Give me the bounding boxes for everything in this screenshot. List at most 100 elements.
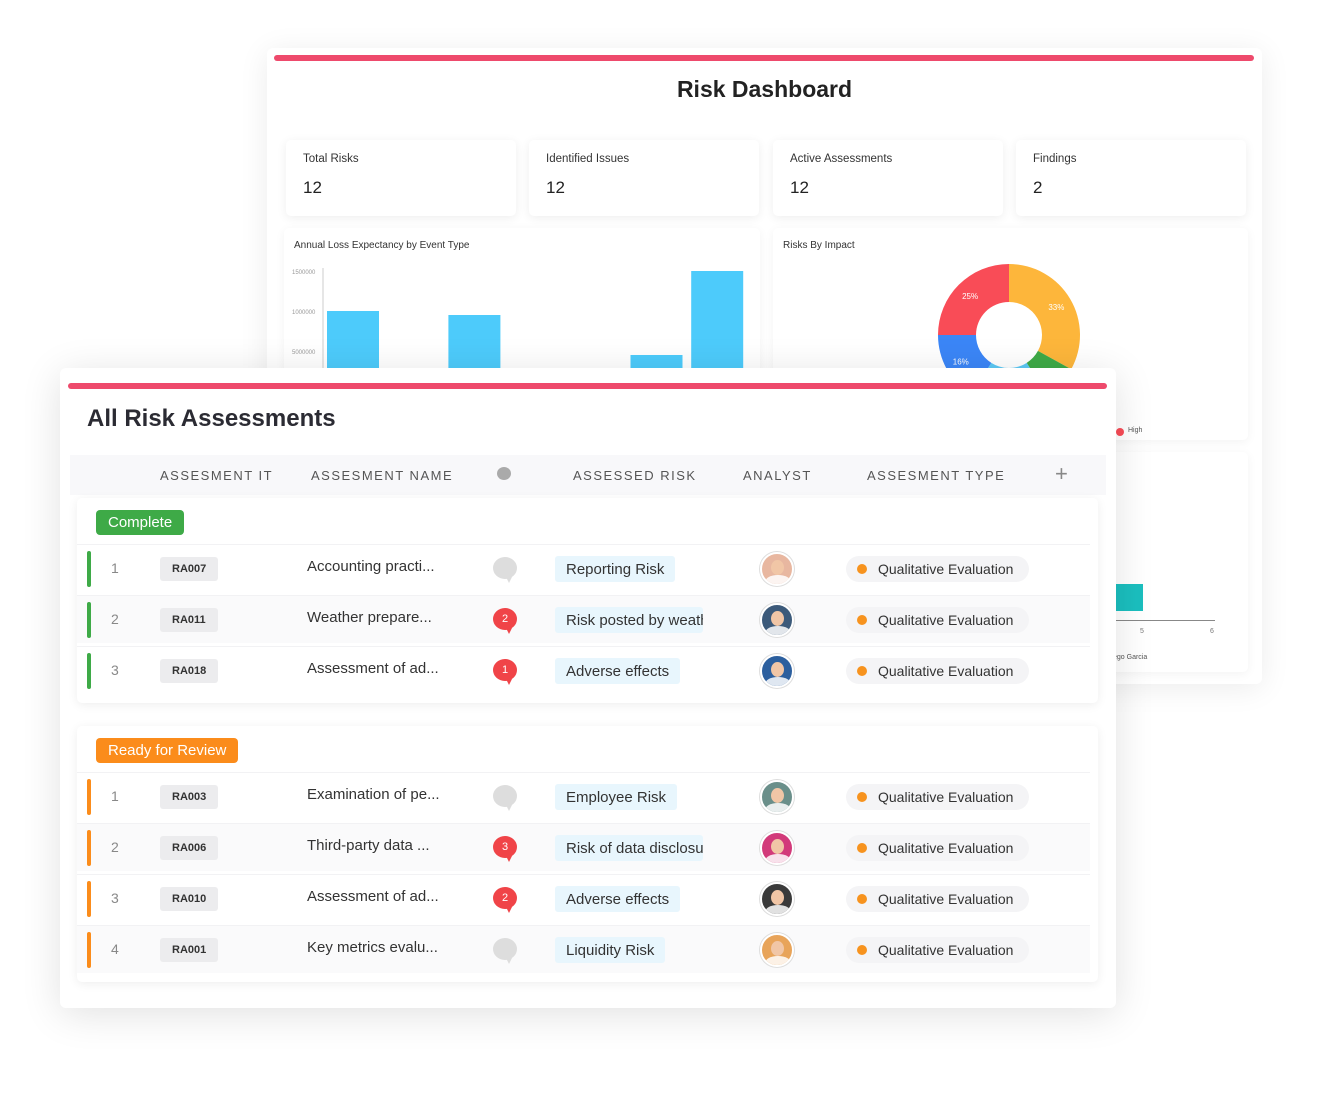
chart-bar [1113, 584, 1143, 611]
assessed-risk-tag: Adverse effects [555, 886, 681, 912]
comment-column-icon [497, 467, 511, 480]
row-number: 2 [111, 611, 119, 627]
comment-icon[interactable]: 3 [493, 836, 517, 862]
donut-slice [938, 264, 1009, 335]
row-number: 2 [111, 839, 119, 855]
table-row[interactable]: 1 RA003 Examination of pe... Employee Ri… [77, 772, 1090, 820]
comment-icon[interactable] [493, 785, 517, 811]
page-title: All Risk Assessments [87, 405, 336, 432]
assessment-name[interactable]: Key metrics evalu... [307, 939, 438, 956]
stat-label: Identified Issues [546, 153, 630, 165]
assessment-type: Qualitative Evaluation [878, 942, 1014, 958]
comment-icon[interactable] [493, 557, 517, 583]
table-header: ASSESMENT IT ASSESMENT NAME ASSESSED RIS… [70, 455, 1106, 495]
stat-label: Total Risks [303, 153, 359, 165]
assessed-risk-tag: Liquidity Risk [555, 937, 666, 963]
assessment-id: RA011 [160, 608, 218, 632]
legend-high-label: High [1128, 427, 1143, 434]
analyst-avatar[interactable] [760, 933, 794, 967]
assessed-risk-tag: Risk posted by weather [555, 607, 703, 633]
comment-icon[interactable]: 2 [493, 608, 517, 634]
y-tick-label: 1000000 [292, 310, 316, 316]
table-row[interactable]: 4 RA001 Key metrics evalu... Liquidity R… [77, 925, 1090, 973]
slice-label: 25% [962, 292, 978, 301]
assessment-name[interactable]: Assessment of ad... [307, 888, 439, 905]
assessment-type-pill: Qualitative Evaluation [846, 835, 1030, 861]
analyst-avatar[interactable] [760, 603, 794, 637]
comment-icon[interactable]: 1 [493, 659, 517, 685]
stat-value: 2 [1033, 178, 1043, 197]
assessment-name[interactable]: Third-party data ... [307, 837, 430, 854]
column-header-name[interactable]: ASSESMENT NAME [311, 468, 454, 483]
add-column-icon[interactable]: + [1055, 461, 1068, 486]
y-tick-label: 5000000 [292, 350, 316, 356]
assessment-name[interactable]: Assessment of ad... [307, 660, 439, 677]
assessment-type-pill: Qualitative Evaluation [846, 937, 1030, 963]
table-row[interactable]: 3 RA010 Assessment of ad... 2 Adverse ef… [77, 874, 1090, 922]
table-row[interactable]: 3 RA018 Assessment of ad... 1 Adverse ef… [77, 646, 1090, 694]
analyst-avatar[interactable] [760, 831, 794, 865]
assessment-type: Qualitative Evaluation [878, 840, 1014, 856]
status-color-bar [87, 653, 91, 689]
assessed-risk-tag: Reporting Risk [555, 556, 676, 582]
status-dot [857, 666, 867, 676]
assessed-risk-tag: Risk of data disclosure [555, 835, 703, 861]
row-number: 4 [111, 941, 119, 957]
analyst-avatar[interactable] [760, 882, 794, 916]
assessment-type-pill: Qualitative Evaluation [846, 886, 1030, 912]
column-header-type[interactable]: ASSESMENT TYPE [867, 468, 1006, 483]
assessment-id: RA010 [160, 887, 219, 911]
stat-card[interactable]: Total Risks 12 [286, 140, 516, 216]
analyst-avatar[interactable] [760, 780, 794, 814]
table-row[interactable]: 2 RA006 Third-party data ... 3 Risk of d… [77, 823, 1090, 871]
assessment-id: RA006 [160, 836, 219, 860]
dashboard-title: Risk Dashboard [676, 76, 853, 102]
stat-card[interactable]: Active Assessments 12 [773, 140, 1003, 216]
group-status-badge[interactable]: Ready for Review [96, 738, 239, 763]
y-tick-label: 1500000 [292, 270, 316, 276]
table-row[interactable]: 1 RA007 Accounting practi... Reporting R… [77, 544, 1090, 592]
assessment-type-pill: Qualitative Evaluation [846, 658, 1030, 684]
assessment-id: RA001 [160, 938, 219, 962]
assessment-type-pill: Qualitative Evaluation [846, 607, 1030, 633]
assessment-name[interactable]: Weather prepare... [307, 609, 432, 626]
row-number: 1 [111, 560, 119, 576]
assessment-type-pill: Qualitative Evaluation [846, 556, 1030, 582]
stat-value: 12 [546, 178, 565, 197]
analyst-avatar[interactable] [760, 552, 794, 586]
comment-icon[interactable] [493, 938, 517, 964]
group-status-badge[interactable]: Complete [96, 510, 185, 535]
stat-value: 12 [303, 178, 322, 197]
assessment-id: RA018 [160, 659, 219, 683]
stat-card[interactable]: Identified Issues 12 [529, 140, 759, 216]
status-color-bar [87, 881, 91, 917]
assessment-type: Qualitative Evaluation [878, 561, 1014, 577]
x-axis [1113, 620, 1215, 621]
stat-card[interactable]: Findings 2 [1016, 140, 1246, 216]
column-header-id[interactable]: ASSESMENT IT [160, 468, 274, 483]
chart-title: Annual Loss Expectancy by Event Type [294, 240, 470, 251]
row-number: 1 [111, 788, 119, 804]
stat-value: 12 [790, 178, 809, 197]
status-group: Ready for Review 1 RA003 Examination of … [77, 726, 1098, 982]
table-row[interactable]: 2 RA011 Weather prepare... 2 Risk posted… [77, 595, 1090, 643]
assessment-type: Qualitative Evaluation [878, 789, 1014, 805]
assessment-type-pill: Qualitative Evaluation [846, 784, 1030, 810]
status-dot [857, 945, 867, 955]
x-tick: 6 [1210, 628, 1214, 635]
analyst-avatar[interactable] [760, 654, 794, 688]
assessment-id: RA007 [160, 557, 219, 581]
slice-label: 33% [1048, 303, 1064, 312]
assessment-type: Qualitative Evaluation [878, 663, 1014, 679]
row-number: 3 [111, 890, 119, 906]
status-dot [857, 792, 867, 802]
assessment-name[interactable]: Accounting practi... [307, 558, 435, 575]
comment-icon[interactable]: 2 [493, 887, 517, 913]
column-header-risk[interactable]: ASSESSED RISK [573, 468, 697, 483]
column-header-analyst[interactable]: ANALYST [743, 468, 812, 483]
row-number: 3 [111, 662, 119, 678]
assessment-name[interactable]: Examination of pe... [307, 786, 440, 803]
status-color-bar [87, 932, 91, 968]
status-dot [857, 843, 867, 853]
assessment-id: RA003 [160, 785, 219, 809]
